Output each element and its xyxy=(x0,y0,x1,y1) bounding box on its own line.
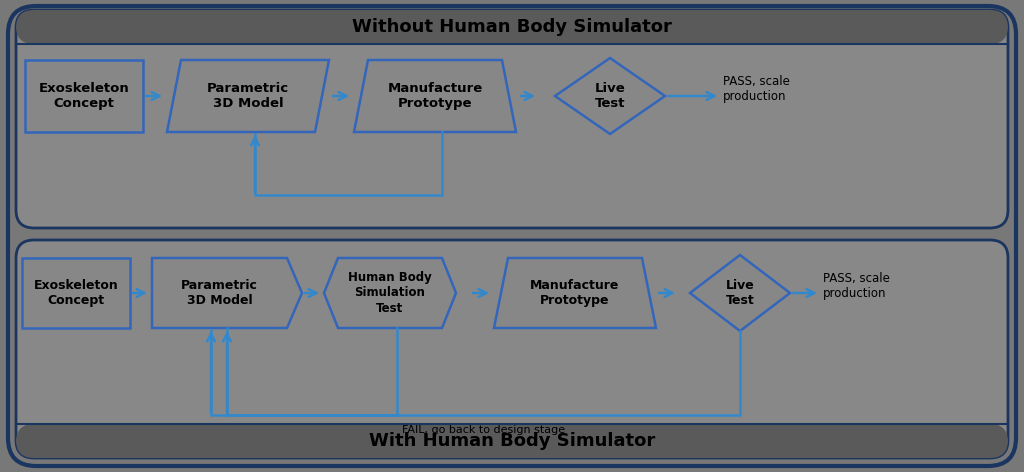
Polygon shape xyxy=(354,60,516,132)
Text: Parametric
3D Model: Parametric 3D Model xyxy=(181,279,258,307)
Polygon shape xyxy=(152,258,302,328)
Text: Manufacture
Prototype: Manufacture Prototype xyxy=(530,279,620,307)
Text: Live
Test: Live Test xyxy=(595,82,626,110)
Text: FAIL, go back to design stage: FAIL, go back to design stage xyxy=(402,425,565,435)
Text: Without Human Body Simulator: Without Human Body Simulator xyxy=(352,18,672,36)
Polygon shape xyxy=(555,58,665,134)
Polygon shape xyxy=(690,255,790,331)
Text: Human Body
Simulation
Test: Human Body Simulation Test xyxy=(348,271,432,314)
Polygon shape xyxy=(494,258,656,328)
Text: PASS, scale
production: PASS, scale production xyxy=(823,272,890,300)
Text: Parametric
3D Model: Parametric 3D Model xyxy=(207,82,289,110)
Text: Exoskeleton
Concept: Exoskeleton Concept xyxy=(34,279,119,307)
FancyBboxPatch shape xyxy=(22,258,130,328)
Polygon shape xyxy=(167,60,329,132)
Polygon shape xyxy=(324,258,456,328)
Text: Manufacture
Prototype: Manufacture Prototype xyxy=(387,82,482,110)
FancyBboxPatch shape xyxy=(16,424,1008,458)
FancyBboxPatch shape xyxy=(16,240,1008,458)
FancyBboxPatch shape xyxy=(25,60,143,132)
FancyBboxPatch shape xyxy=(16,10,1008,228)
Text: With Human Body Simulator: With Human Body Simulator xyxy=(369,432,655,450)
Text: PASS, scale
production: PASS, scale production xyxy=(723,75,790,103)
FancyBboxPatch shape xyxy=(16,10,1008,44)
FancyBboxPatch shape xyxy=(8,6,1016,466)
Text: Exoskeleton
Concept: Exoskeleton Concept xyxy=(39,82,129,110)
Text: Live
Test: Live Test xyxy=(726,279,755,307)
